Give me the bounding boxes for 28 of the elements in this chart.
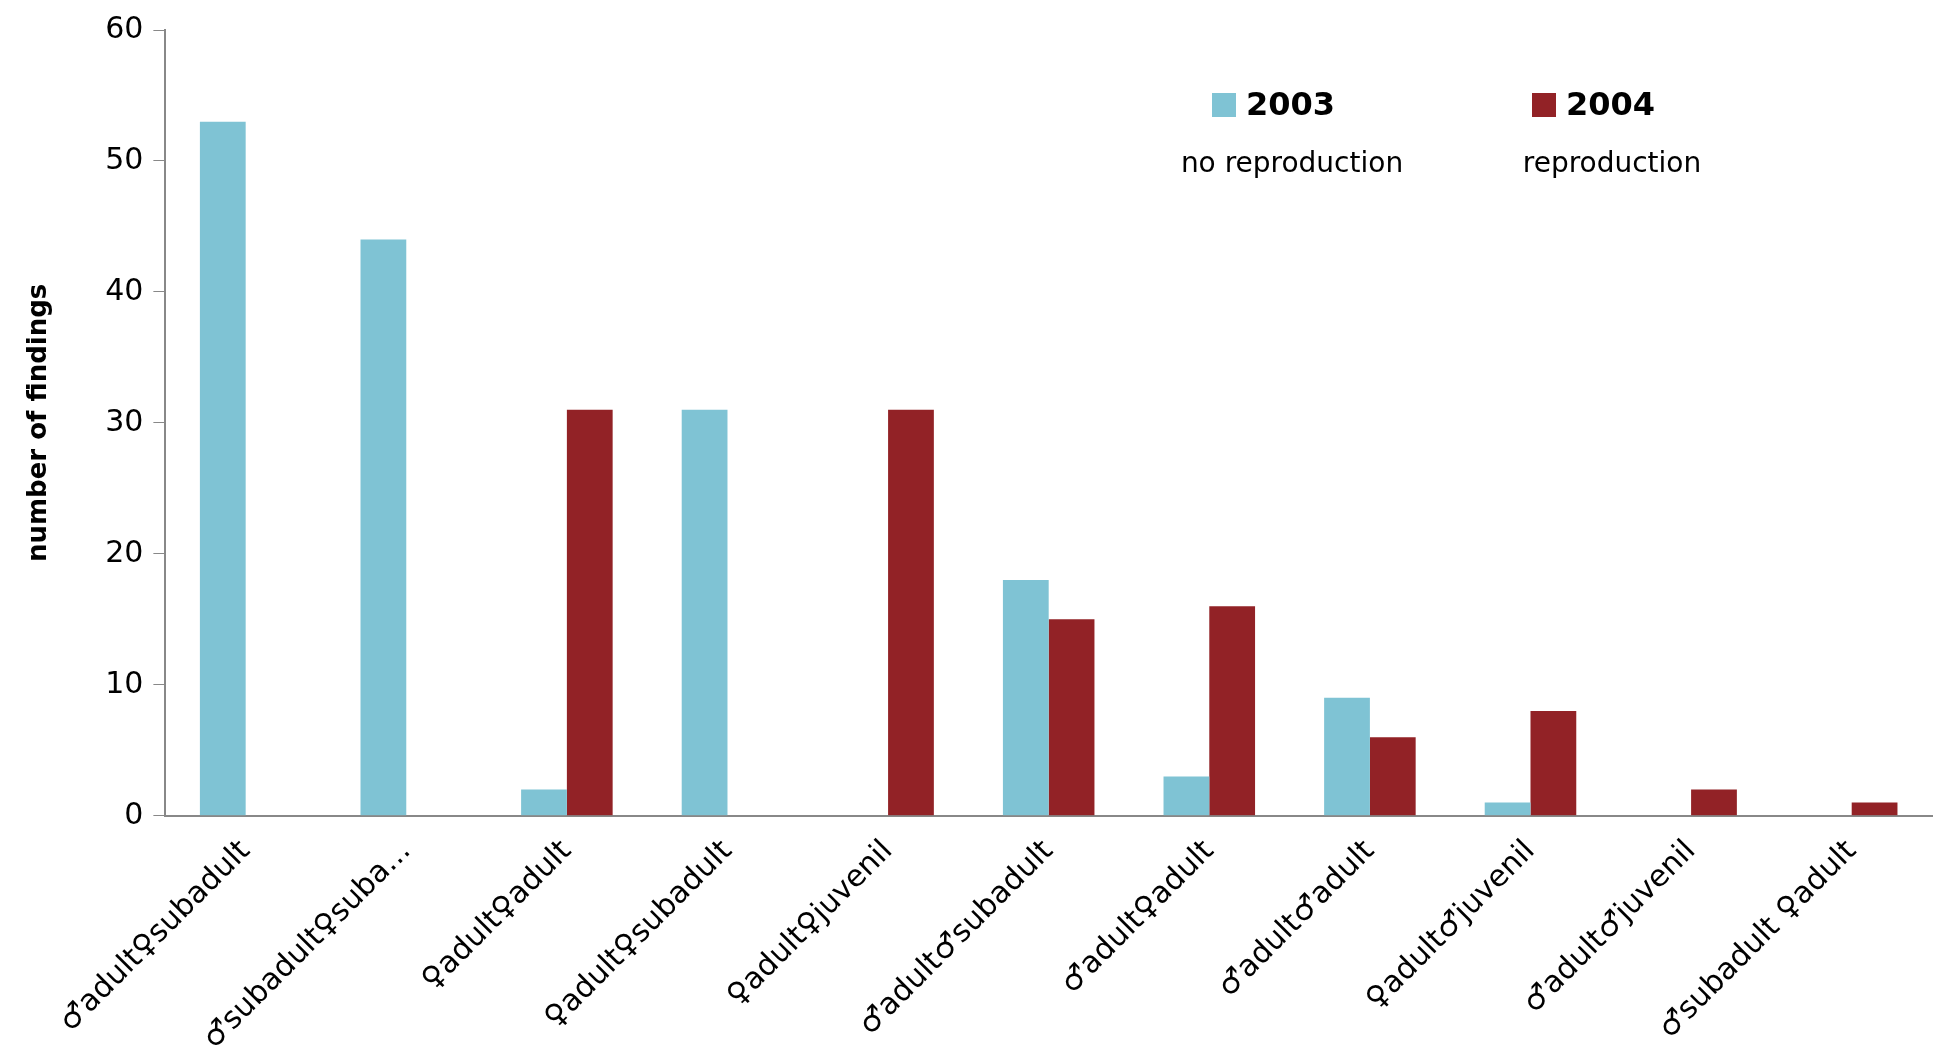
bar [1048,619,1095,816]
y-axis-title: number of findings [22,283,53,563]
annotation: reproduction [1522,146,1702,180]
y-tick-label: 10 [105,664,144,700]
bar [1851,802,1898,816]
bar [360,239,407,816]
bar [521,789,567,816]
bar [681,409,728,816]
bar [1163,776,1210,816]
bar [1530,710,1577,816]
bar [1691,789,1737,816]
legend-label: 2004 [1566,85,1656,124]
bar [1484,802,1531,816]
y-tick-label: 0 [124,795,144,831]
bar [199,121,246,816]
y-tick-label: 20 [105,533,144,569]
y-tick-label: 40 [105,271,144,307]
bar [1369,737,1416,816]
annotation: no reproduction [1180,146,1404,180]
bar [1209,606,1256,816]
bar [888,409,934,816]
bar [1324,697,1370,816]
bar [566,409,613,816]
y-tick-label: 30 [105,402,144,438]
y-tick-label: 60 [105,9,144,45]
y-tick-label: 50 [105,140,144,176]
bar [1002,580,1049,816]
legend-label: 2003 [1246,85,1336,124]
